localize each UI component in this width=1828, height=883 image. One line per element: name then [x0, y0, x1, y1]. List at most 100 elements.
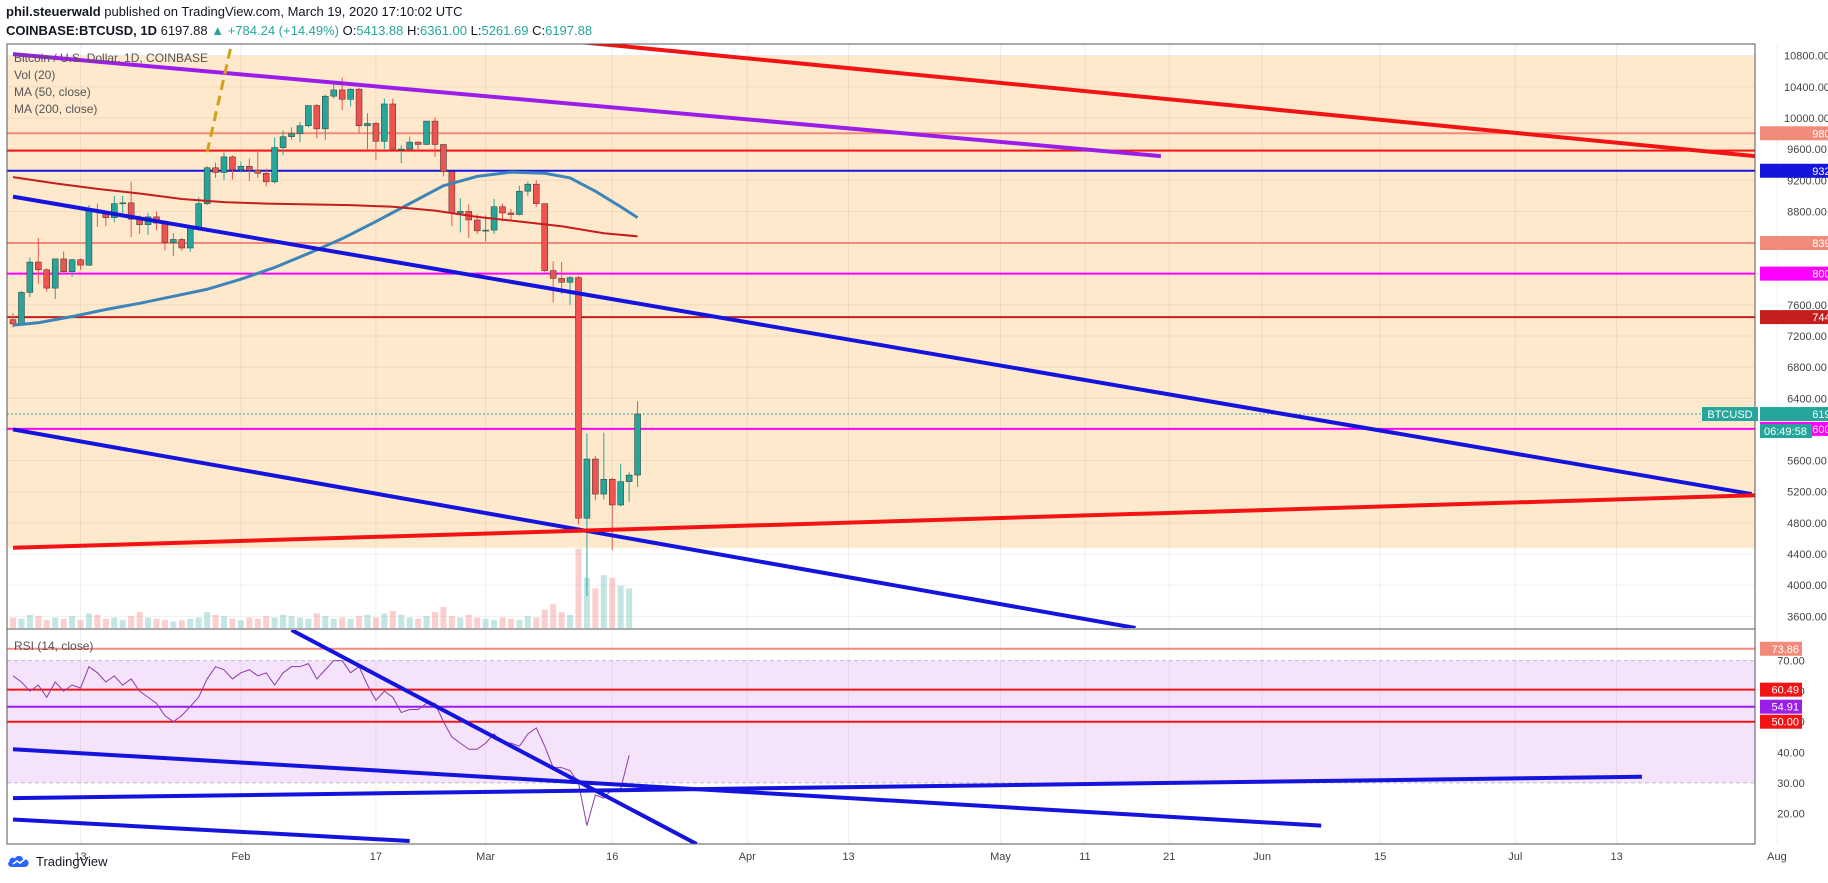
candle-body	[161, 222, 169, 243]
volume-bar	[482, 618, 489, 628]
candle-body	[617, 481, 624, 506]
price-label-value: 6006.97	[1812, 424, 1828, 436]
price-label-value: 9803.13	[1812, 128, 1828, 140]
footer-brand-label: TradingView	[36, 853, 108, 869]
volume-bar	[347, 618, 354, 628]
volume-bar	[170, 621, 177, 628]
price-tick-label: 6800.00	[1787, 362, 1827, 374]
rsi-label-badge	[1760, 641, 1802, 656]
price-highlight-band	[7, 55, 1755, 548]
countdown-label: 06:49:58	[1764, 426, 1807, 438]
candle-body	[575, 277, 582, 519]
volume-bar	[187, 618, 194, 628]
legend-ma50: MA (50, close)	[14, 85, 91, 99]
ma200-line	[12, 176, 638, 238]
rsi-tick-label: 40.00	[1777, 747, 1805, 759]
candle-body	[60, 258, 67, 273]
close-value: 6197.88	[545, 23, 593, 38]
candle-body	[35, 261, 42, 271]
volume-bar	[305, 618, 312, 628]
volume-bar	[35, 616, 42, 628]
volume-bar	[178, 620, 185, 628]
rsi-trendline	[12, 774, 1642, 801]
rsi-tick-label: 20.00	[1777, 808, 1805, 820]
volume-bar	[18, 618, 25, 628]
candle-body	[533, 183, 540, 204]
time-tick-label: 11	[1079, 851, 1090, 863]
volume-bar	[237, 620, 244, 628]
price-label-badge	[1760, 266, 1828, 281]
candle-body	[43, 269, 51, 289]
volume-bar	[507, 618, 514, 628]
candle-body	[625, 474, 633, 482]
close-label: C:	[532, 23, 546, 38]
candle-body	[212, 167, 219, 173]
candle-body	[364, 123, 371, 127]
candle-body	[414, 141, 422, 145]
volume-bar	[491, 620, 498, 628]
rsi-label-value: 50.00	[1771, 717, 1799, 729]
author-name[interactable]: phil.steuerwald	[6, 4, 101, 19]
volume-bar	[330, 618, 337, 628]
candle-body	[9, 319, 17, 325]
price-label-badge	[1760, 163, 1828, 178]
high-value: 6361.00	[420, 23, 467, 38]
candle-body	[254, 169, 262, 174]
candle-body	[524, 183, 532, 192]
candle-body	[558, 278, 565, 283]
price-label-badge	[1760, 236, 1828, 251]
volume-bar	[246, 617, 253, 628]
price-trendline	[12, 52, 1162, 159]
candle-body	[457, 211, 464, 214]
ma50-line	[12, 170, 639, 327]
candle-body	[541, 203, 548, 271]
time-tick-label: Jun	[1253, 851, 1271, 863]
legend-ma200: MA (200, close)	[14, 102, 97, 116]
candle-body	[77, 259, 84, 266]
volume-bar	[102, 618, 109, 628]
volume-bar	[533, 617, 540, 628]
price-tick-label: 7600.00	[1787, 300, 1827, 312]
rsi-label-value: 54.91	[1771, 702, 1799, 714]
candle-body	[372, 123, 380, 142]
candle-body	[279, 136, 287, 148]
candle-body	[381, 103, 388, 142]
candle-body	[296, 125, 304, 134]
volume-bar	[60, 618, 67, 628]
volume-bar	[558, 612, 565, 628]
price-tick-label: 9200.00	[1787, 175, 1827, 187]
volume-bar	[600, 575, 607, 628]
volume-bar	[153, 618, 160, 628]
candle-body	[85, 209, 93, 266]
price-trendline	[578, 44, 1755, 159]
volume-bar	[457, 617, 464, 628]
volume-bar	[423, 616, 430, 628]
legend-title: Bitcoin / U.S. Dollar, 1D, COINBASE	[14, 51, 208, 65]
volume-bar	[609, 577, 616, 628]
time-tick-label: Apr	[739, 851, 756, 863]
time-tick-label: 17	[370, 851, 382, 863]
high-label: H:	[407, 23, 420, 38]
candle-body	[322, 95, 329, 130]
candle-body	[305, 105, 312, 127]
candle-body	[338, 89, 346, 100]
legend-rsi: RSI (14, close)	[14, 639, 93, 653]
low-label: L:	[470, 23, 482, 38]
candle-body	[473, 219, 481, 232]
rsi-line	[12, 660, 630, 826]
time-tick-label: 13	[842, 851, 854, 863]
candle-body	[549, 270, 557, 279]
chart-header: phil.steuerwald published on TradingView…	[6, 2, 592, 40]
volume-bar	[313, 613, 320, 628]
candle-body	[170, 239, 177, 243]
footer-brand[interactable]: TradingView	[6, 853, 108, 869]
rsi-label-value: 73.86	[1771, 644, 1799, 656]
candle-body	[389, 103, 397, 150]
time-tick-label: 21	[1163, 851, 1175, 863]
volume-bar	[119, 620, 126, 628]
volume-bar	[524, 616, 531, 628]
volume-bar	[69, 616, 76, 628]
published-text: published on TradingView.com, March 19, …	[104, 4, 463, 19]
price-label-value: 7442.71	[1812, 312, 1828, 324]
